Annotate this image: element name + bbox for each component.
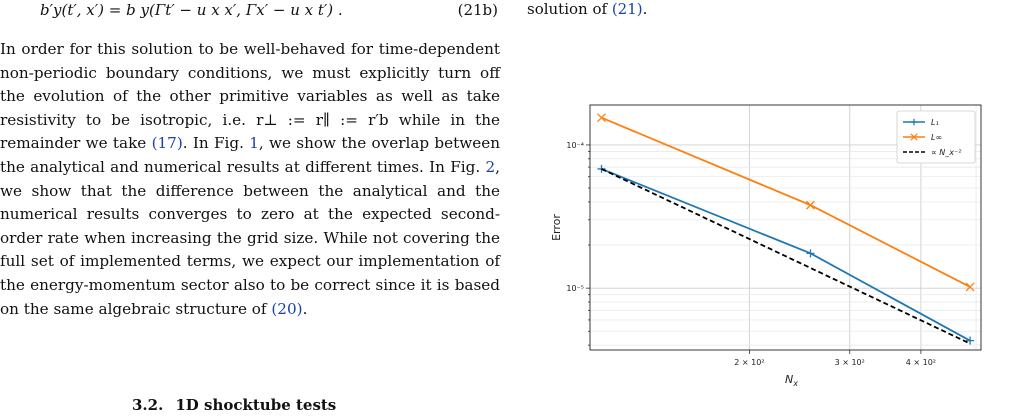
legend-label: ∝ N_x⁻² <box>931 148 962 157</box>
reference-link[interactable]: 1 <box>249 134 259 153</box>
data-point-marker <box>597 164 606 173</box>
equation-ref-link[interactable]: (21) <box>611 0 643 18</box>
legend-box <box>896 110 976 164</box>
body-paragraph: In order for this solution to be well-be… <box>0 38 500 321</box>
x-tick-label: 3 × 10² <box>835 358 865 367</box>
plot-frame <box>589 104 982 351</box>
fragment-suffix: . <box>642 0 648 18</box>
paragraph-segment: , we show that the difference between th… <box>0 157 500 318</box>
y-tick-label: 10⁻⁴ <box>566 141 584 150</box>
paragraph-text: In order for this solution to be well-be… <box>0 38 500 321</box>
fragment-prefix: solution of <box>527 0 612 18</box>
x-tick-label: 2 × 10² <box>734 358 764 367</box>
y-axis-label: Error <box>550 214 563 241</box>
y-tick-label: 10⁻⁵ <box>566 284 584 293</box>
data-point-marker <box>597 113 606 123</box>
paragraph-segment: . <box>302 299 308 318</box>
paragraph-segment: In order for this solution to be well-be… <box>0 40 500 153</box>
section-heading: 3.2. 1D shocktube tests <box>132 396 336 414</box>
data-point-marker <box>806 200 815 210</box>
data-point-marker <box>965 282 975 292</box>
legend-marker <box>910 133 918 141</box>
equation-21b: b′y(t′, x′) = b y(Γt′ − u x x′, Γx′ − u … <box>0 0 500 22</box>
reference-link[interactable]: (20) <box>271 299 303 318</box>
reference-link[interactable]: 2 <box>485 157 496 176</box>
convergence-figure: 2 × 10² 3 × 10² 4 × 10² 10⁻⁴ 10⁻⁵ Nx Error L₁ L∞… <box>540 100 990 390</box>
right-column-fragment: solution of (21). <box>527 0 647 18</box>
legend-label: L∞ <box>931 133 942 142</box>
series-line-2 <box>601 168 971 345</box>
legend-label: L₁ <box>931 118 939 127</box>
series-group <box>597 113 975 345</box>
legend-marker <box>910 118 918 126</box>
data-point-marker <box>806 249 815 258</box>
x-axis-label: Nx <box>785 373 798 388</box>
reference-link[interactable]: (17) <box>151 134 183 153</box>
paragraph-segment: , we show the overlap between the analyt… <box>0 134 500 176</box>
x-tick-label: 4 × 10² <box>906 358 936 367</box>
equation-expression: b′y(t′, x′) = b y(Γt′ − u x x′, Γx′ − u … <box>40 1 343 19</box>
section-title: 1D shocktube tests <box>175 396 337 414</box>
section-number: 3.2. <box>132 396 164 414</box>
convergence-chart: 2 × 10² 3 × 10² 4 × 10² 10⁻⁴ 10⁻⁵ Nx Error L₁ L∞… <box>550 104 982 388</box>
x-axis-label-subscript: x <box>792 379 798 388</box>
paragraph-segment: . In Fig. <box>182 134 250 153</box>
data-point-marker <box>966 336 975 345</box>
equation-number: (21b) <box>457 1 498 19</box>
